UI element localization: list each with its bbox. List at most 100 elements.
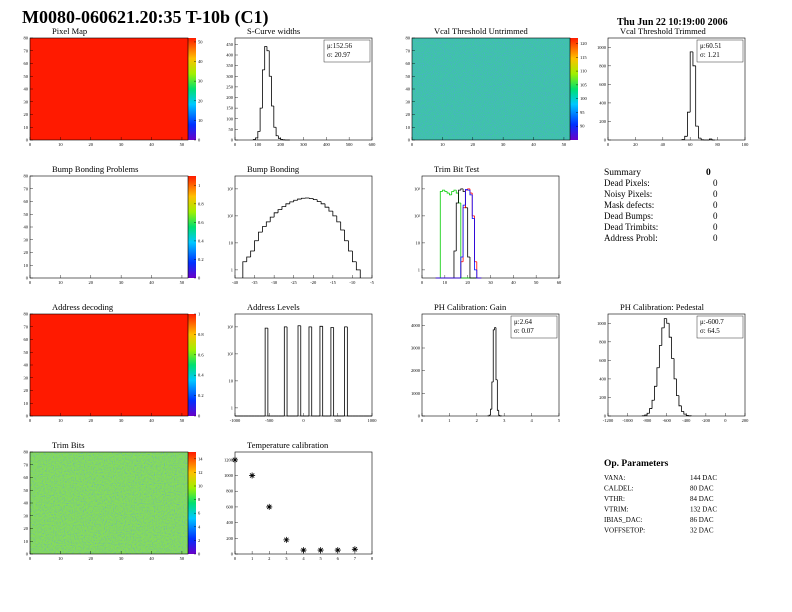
histogram-bin [344,229,349,242]
histogram-bin [673,358,677,380]
x-tick-label: -25 [291,280,298,285]
y-tick-label: 20 [24,388,29,393]
x-tick-label: 5 [320,556,323,561]
y-tick-label: 10 [24,401,29,406]
panel: PH Calibration: Gain 0 1 2 3 4 5 0 1000 2000 3000 4… [411,302,561,423]
point [351,546,358,553]
x-tick-label: -400 [682,418,691,423]
y-tick-label: 1 [418,267,420,272]
y-tick-label: 0 [26,414,29,419]
histogram-bin [293,199,298,202]
z-tick-label: 12 [198,470,203,475]
stats-box [323,39,371,63]
x-tick-label: -40 [232,280,239,285]
y-tick-label: 800 [599,339,607,344]
summary-label: Dead Pixels: [604,178,650,188]
x-tick-label: 500 [346,142,354,147]
x-tick-label: 100 [254,142,262,147]
heatmap-texture [412,38,570,140]
stats-text: σ: 0.07 [514,327,534,335]
x-tick-label: 100 [742,142,750,147]
histogram-bin [277,135,281,139]
panel-title: Vcal Threshold Trimmed [620,26,707,36]
histogram-bin [271,76,274,107]
y-tick-label: 0 [26,276,29,281]
color-bar [188,176,196,278]
histogram-bin [257,131,261,138]
y-tick-label: 60 [24,475,29,480]
panel: Address Levels -1000 -500 0 500 1000 1 10 10² 10³ [227,302,377,423]
point [266,503,273,510]
point [249,472,256,479]
y-tick-label: 70 [406,48,411,53]
y-tick-label: 50 [24,212,29,217]
histogram-bin [266,46,270,52]
histogram-bin [346,326,351,417]
y-tick-label: 10 [229,240,234,245]
y-tick-label: 10³ [414,186,421,191]
point [283,536,290,543]
x-tick-label: 500 [334,418,342,423]
op-value: 32 DAC [690,527,714,535]
histogram-bin [255,137,258,140]
y-tick-label: 80 [24,36,29,41]
x-tick-label: 50 [180,418,185,423]
y-tick-label: 600 [226,504,234,509]
y-tick-label: 100 [226,116,234,121]
histogram-bin [328,207,333,212]
color-bar [570,38,578,140]
x-tick-label: 2 [476,418,478,423]
histogram-bin [277,209,282,213]
histogram-bin [262,69,265,109]
y-tick-label: 10 [416,240,421,245]
point [334,547,341,554]
x-tick-label: 20 [471,142,476,147]
histogram-bin [453,189,457,192]
point [317,547,324,554]
y-tick-label: 70 [24,48,29,53]
y-tick-label: 1000 [411,391,421,396]
histogram-bin [308,326,312,416]
x-tick-label: 0 [421,280,424,285]
x-tick-label: 5 [558,418,561,423]
op-label: VANA: [604,474,625,482]
x-tick-label: 2 [268,556,270,561]
y-tick-label: 0 [408,138,411,143]
z-tick-label: 0 [198,276,201,281]
histogram-bin [462,204,466,257]
x-tick-label: 0 [234,142,237,147]
summary-label: Address Probl: [604,233,658,243]
y-tick-label: 40 [406,87,411,92]
histogram-bin [322,326,326,417]
x-tick-label: 30 [488,280,493,285]
color-bar [188,452,196,554]
op-label: VOFFSETOP: [604,527,645,535]
color-bar [188,38,196,140]
z-tick-label: 115 [580,55,587,60]
histogram-bin [462,188,466,192]
stats-text: σ: 64.5 [700,327,720,335]
z-tick-label: 0.2 [198,257,204,262]
heatmap [30,176,188,278]
histogram-bin [467,189,470,191]
histogram-bin [687,111,691,137]
histogram-bin [469,190,473,196]
y-tick-label: 150 [226,106,234,111]
heatmap [30,314,188,416]
histogram-bin [300,325,304,417]
x-tick-label: 60 [557,280,562,285]
x-tick-label: 10 [58,142,63,147]
y-tick-label: 40 [24,225,29,230]
x-tick-label: -15 [330,280,337,285]
z-tick-label: 10 [198,484,203,489]
x-tick-label: 40 [149,418,154,423]
x-tick-label: 30 [119,556,124,561]
y-tick-label: 400 [226,520,234,525]
y-tick-label: 250 [226,84,234,89]
summary-label: Dead Trimbits: [604,222,658,232]
x-tick-label: 0 [29,418,32,423]
z-tick-label: 40 [198,59,203,64]
x-tick-label: 0 [411,142,414,147]
histogram-bin [316,199,322,202]
x-tick-label: -800 [643,418,652,423]
